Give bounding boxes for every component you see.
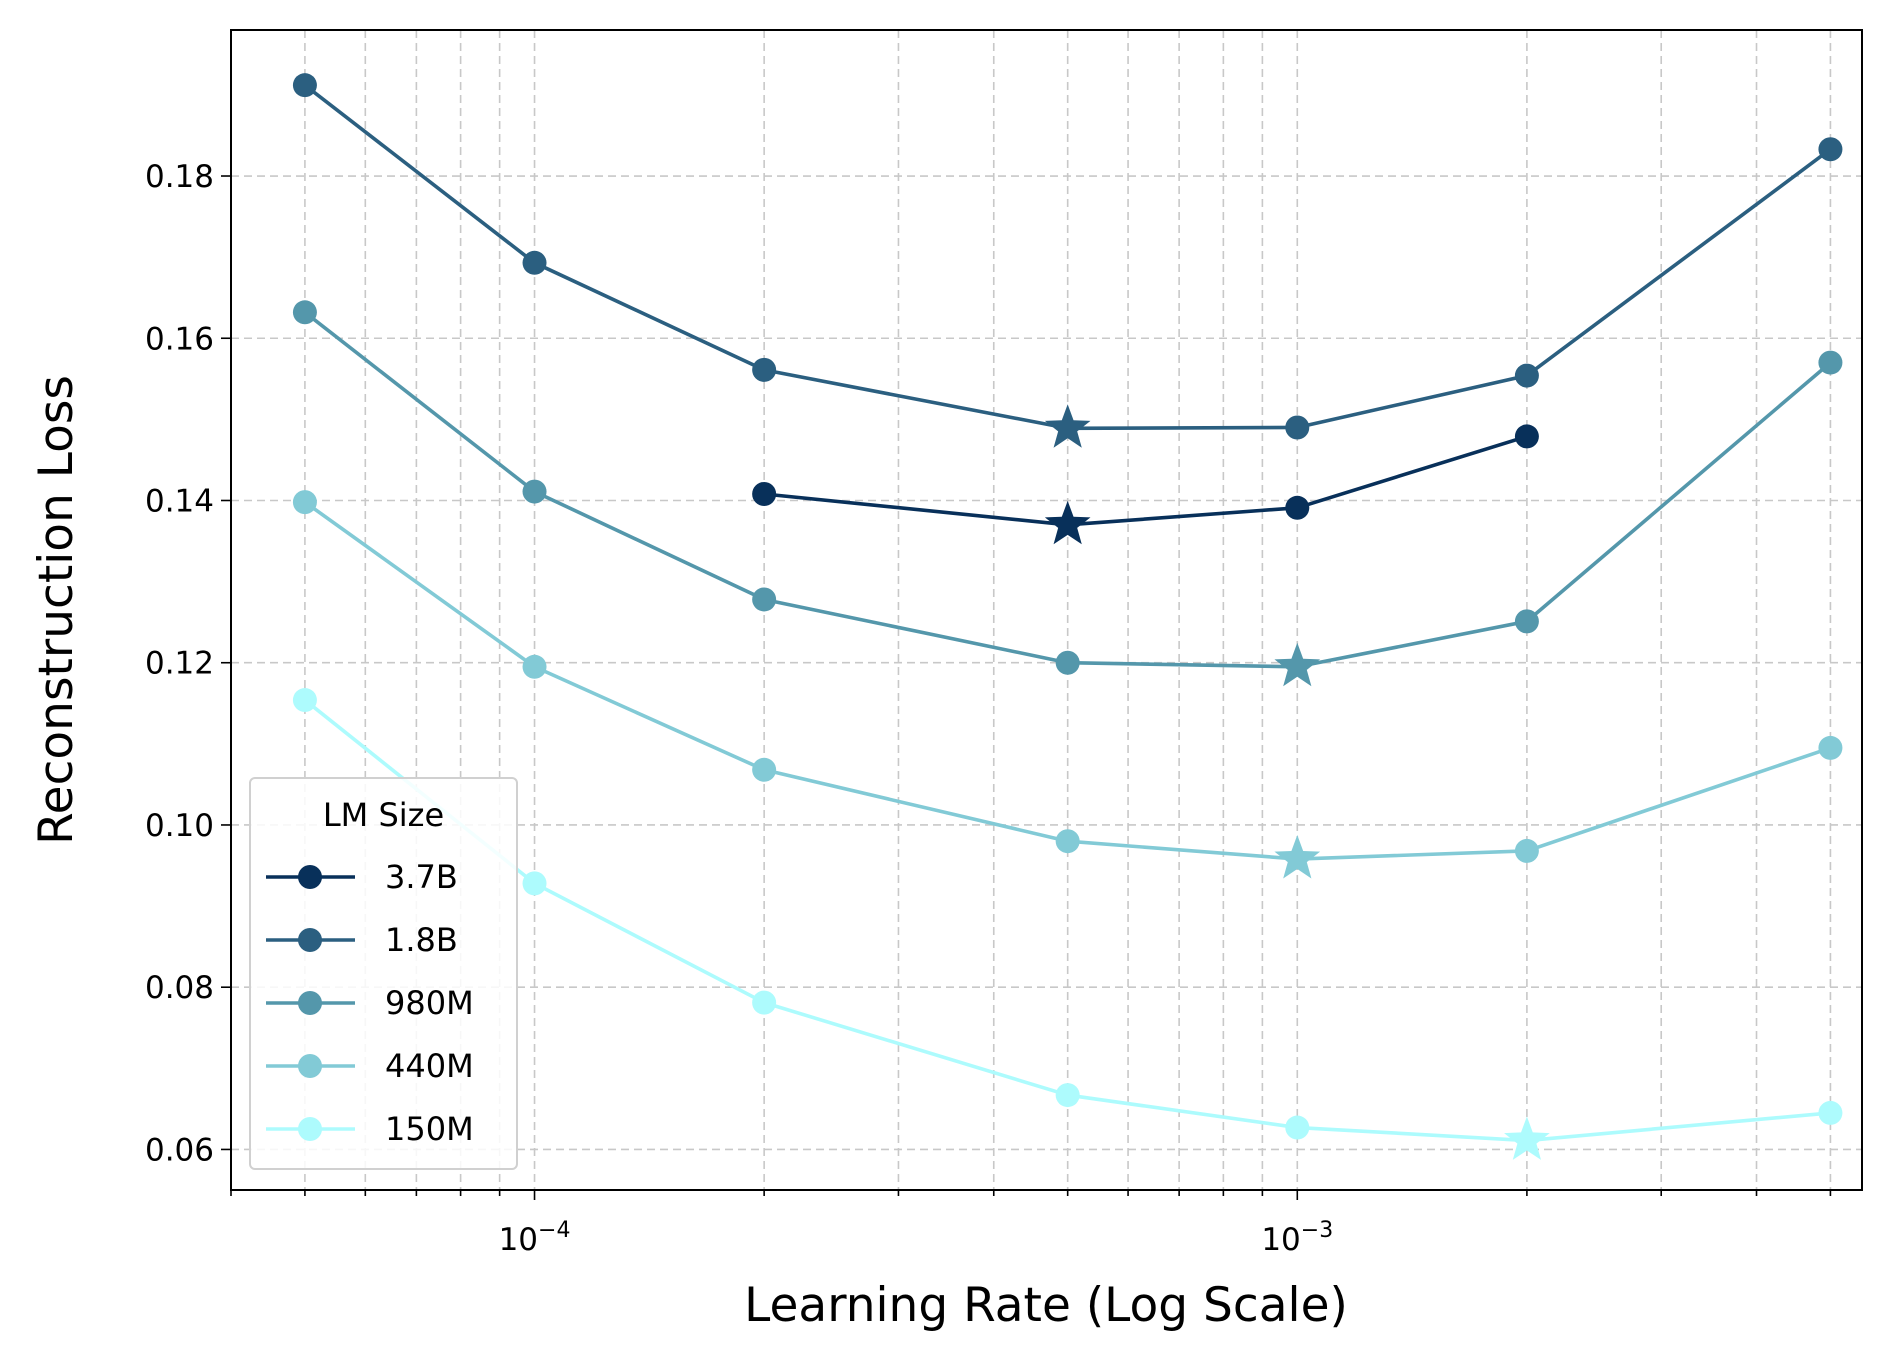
data-point	[752, 990, 777, 1015]
data-point	[522, 871, 547, 896]
y-axis: 0.06 0.08 0.10 0.12 0.14 0.16 0.18	[145, 159, 231, 1168]
data-point	[522, 654, 547, 679]
data-point	[1514, 424, 1539, 449]
data-point	[292, 688, 317, 713]
data-point	[1514, 838, 1539, 863]
legend-label: 3.7B	[385, 858, 458, 896]
x-axis: 10−4 10−3	[230, 1190, 1832, 1258]
y-tick-label: 0.08	[145, 970, 214, 1006]
best-point-star	[1274, 835, 1321, 879]
legend-swatch-marker	[298, 991, 322, 1015]
best-point-star	[1044, 500, 1091, 545]
x-tick-exponent: −4	[538, 1218, 570, 1243]
y-tick-label: 0.12	[145, 646, 214, 682]
best-point-star	[1274, 642, 1321, 687]
data-point	[1285, 1115, 1310, 1140]
y-tick-label: 0.18	[145, 159, 214, 195]
data-point	[1514, 363, 1539, 388]
data-point	[522, 479, 547, 504]
x-tick-base: 10	[499, 1222, 538, 1258]
legend-label: 1.8B	[385, 921, 458, 959]
data-point	[292, 490, 317, 515]
legend-box	[249, 777, 518, 1170]
data-point	[292, 73, 317, 98]
data-point	[752, 587, 777, 612]
series-line	[762, 434, 1529, 527]
legend-entry-1.8B: 1.8B	[266, 921, 458, 959]
data-point	[1055, 650, 1080, 675]
data-point	[1514, 609, 1539, 634]
data-point	[1055, 829, 1080, 854]
data-point	[1818, 735, 1843, 760]
best-point-star	[1504, 1116, 1550, 1160]
x-tick-label: 10−4	[499, 1218, 571, 1258]
x-axis-label: Learning Rate (Log Scale)	[744, 1278, 1348, 1333]
legend-entry-150M: 150M	[266, 1110, 474, 1148]
legend-label: 150M	[385, 1110, 474, 1148]
legend-swatch-marker	[298, 1117, 322, 1141]
data-point	[1818, 137, 1843, 162]
data-point	[752, 482, 777, 506]
series-3.7B	[752, 424, 1539, 545]
x-tick-base: 10	[1261, 1222, 1300, 1258]
x-tick-label: 10−3	[1261, 1218, 1333, 1258]
plot-frame	[230, 29, 1863, 1191]
y-tick-label: 0.10	[145, 808, 214, 844]
data-point	[292, 300, 317, 325]
legend-label: 440M	[385, 1047, 474, 1085]
legend-swatch-marker	[298, 928, 322, 952]
series-layer	[292, 73, 1843, 1160]
series-150M	[292, 688, 1843, 1160]
legend: LM Size 3.7B 1.8B 980M 440M 150M	[249, 777, 518, 1170]
data-point	[752, 757, 777, 782]
series-1.8B	[292, 73, 1843, 448]
legend-label: 980M	[385, 984, 474, 1022]
legend-entry-3.7B: 3.7B	[266, 858, 458, 896]
y-tick-label: 0.14	[145, 483, 214, 519]
y-tick-label: 0.16	[145, 321, 214, 357]
data-point	[1285, 495, 1310, 520]
series-440M	[292, 490, 1843, 879]
y-tick-label: 0.06	[145, 1132, 214, 1168]
data-point	[1055, 1083, 1080, 1108]
data-point	[1285, 415, 1310, 440]
legend-title: LM Size	[323, 796, 444, 834]
y-axis-label: Reconstruction Loss	[29, 375, 84, 845]
legend-entry-980M: 980M	[266, 984, 474, 1022]
x-tick-exponent: −3	[1301, 1218, 1333, 1243]
best-point-star	[1044, 404, 1091, 448]
data-point	[752, 357, 777, 382]
series-980M	[292, 300, 1843, 687]
legend-swatch-marker	[298, 865, 322, 889]
legend-swatch-marker	[298, 1054, 322, 1078]
data-point	[1818, 350, 1843, 375]
data-point	[522, 250, 547, 275]
data-point	[1818, 1100, 1843, 1125]
legend-entry-440M: 440M	[266, 1047, 474, 1085]
